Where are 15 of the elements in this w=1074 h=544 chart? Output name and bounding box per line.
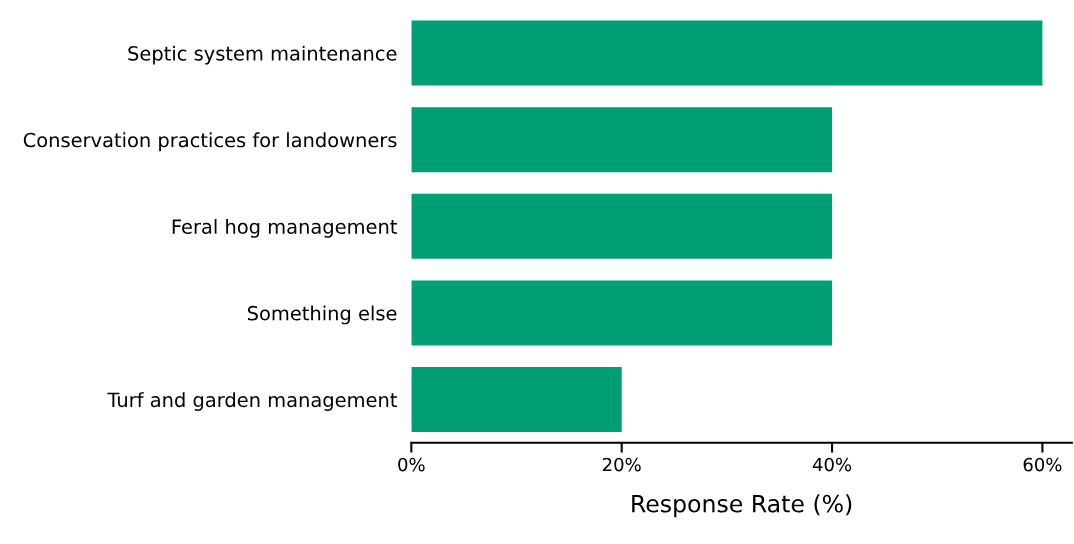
bar — [411, 193, 833, 259]
y-tick-label: Something else — [247, 305, 397, 325]
bar — [411, 367, 622, 432]
y-tick-label: Feral hog management — [172, 218, 397, 238]
y-tick-label: Septic system maintenance — [128, 45, 397, 65]
y-tick-label: Conservation practices for landowners — [23, 132, 397, 152]
x-tick-label: 0% — [398, 457, 425, 472]
x-tick-label: 20% — [602, 457, 641, 472]
bar — [411, 280, 833, 346]
x-axis-title: Response Rate (%) — [632, 494, 852, 518]
bar — [411, 107, 833, 173]
x-tick-label: 40% — [812, 457, 852, 472]
bar — [411, 20, 1043, 86]
x-tick-label: 60% — [1023, 457, 1062, 472]
y-tick-label: Turf and garden management — [107, 392, 397, 411]
